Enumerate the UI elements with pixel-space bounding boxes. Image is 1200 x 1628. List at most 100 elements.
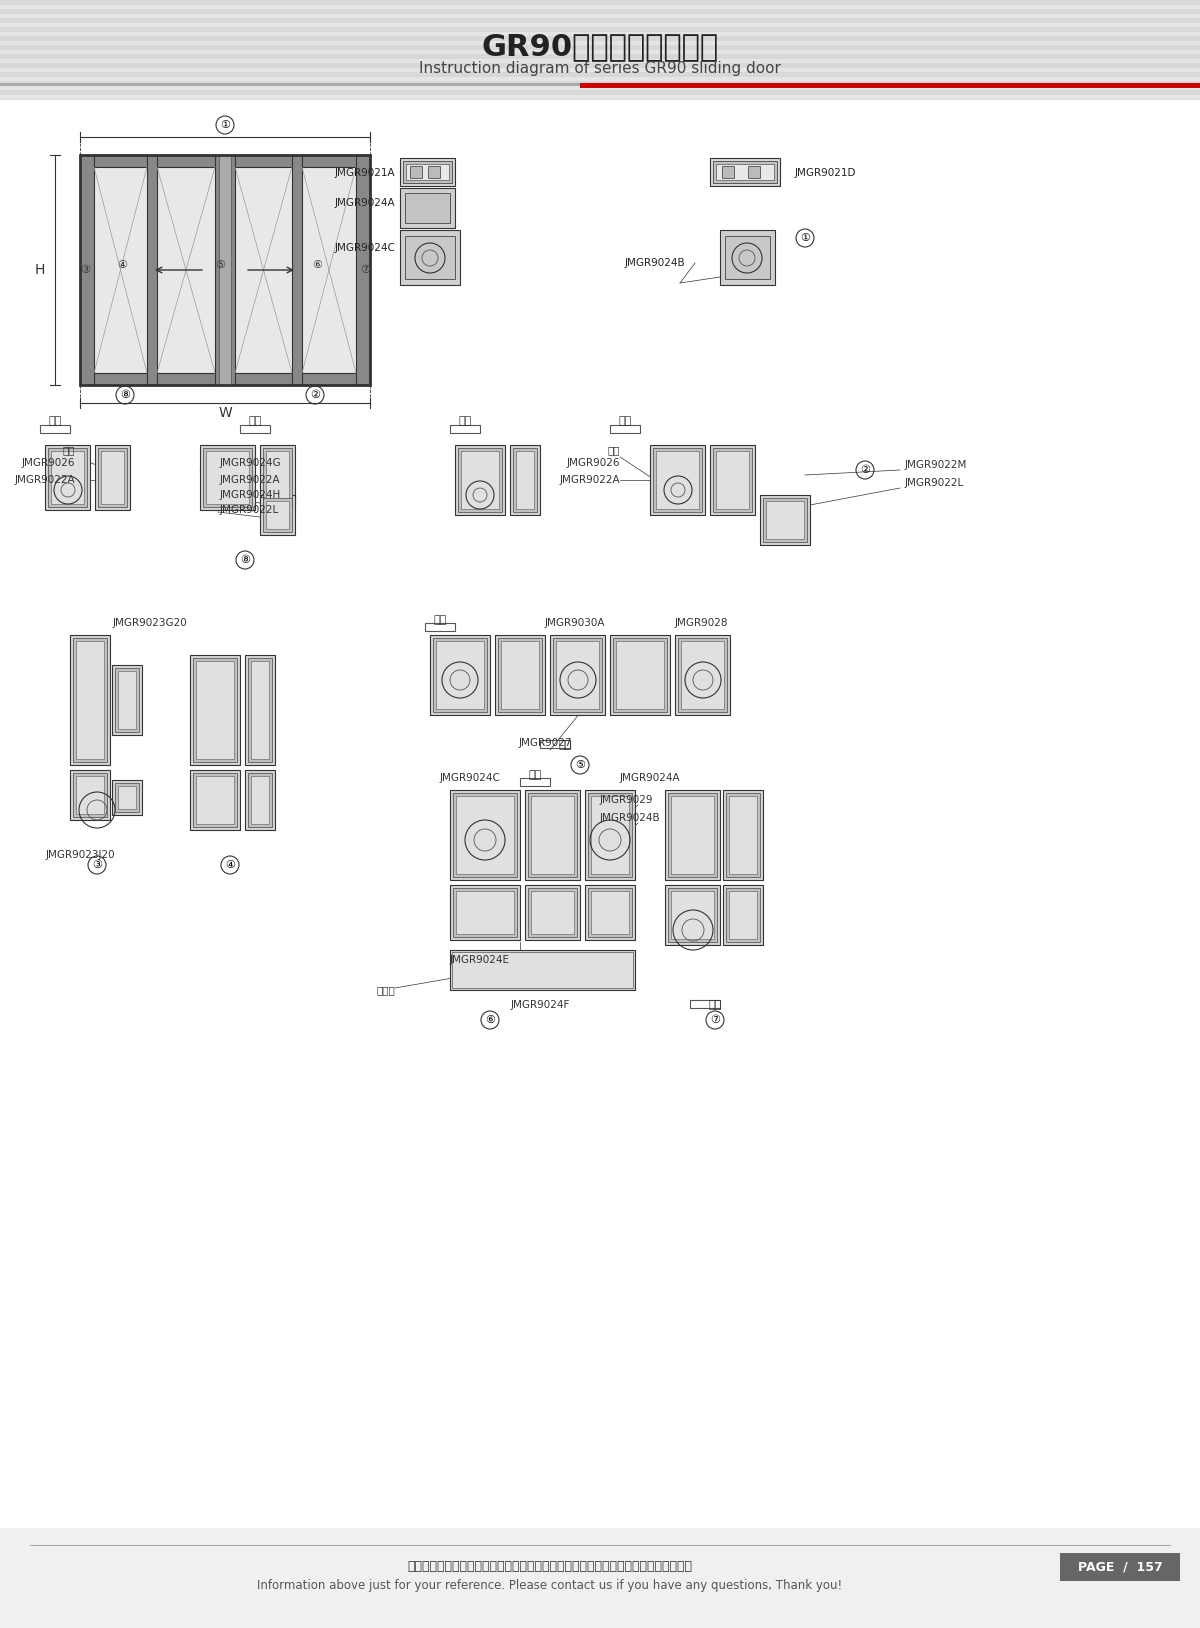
Text: JMGR9028: JMGR9028: [674, 619, 728, 628]
Bar: [406, 164, 449, 181]
Text: JMGR9024C: JMGR9024C: [439, 773, 500, 783]
Bar: [80, 155, 370, 384]
Bar: [0, 72, 1200, 77]
Bar: [245, 770, 275, 830]
Bar: [516, 451, 534, 510]
Bar: [722, 790, 763, 881]
Bar: [292, 155, 302, 384]
Bar: [586, 790, 635, 881]
Bar: [520, 778, 550, 786]
Bar: [0, 130, 1200, 135]
Bar: [763, 498, 808, 542]
Bar: [450, 790, 520, 881]
Bar: [665, 790, 720, 881]
Bar: [682, 641, 724, 710]
Text: 室内: 室内: [528, 770, 541, 780]
Bar: [530, 891, 574, 934]
Bar: [400, 230, 460, 285]
Bar: [196, 661, 234, 759]
Text: JMGR9024F: JMGR9024F: [510, 1000, 570, 1009]
Bar: [653, 448, 702, 511]
Bar: [0, 10, 1200, 13]
Bar: [496, 635, 545, 715]
Bar: [656, 451, 698, 510]
Bar: [112, 780, 142, 816]
Text: GR90系列推拉门结构图: GR90系列推拉门结构图: [481, 33, 719, 62]
Text: JMGR9024A: JMGR9024A: [620, 773, 680, 783]
Bar: [0, 81, 1200, 86]
Bar: [220, 155, 230, 384]
Bar: [0, 46, 1200, 49]
Bar: [0, 49, 1200, 54]
Bar: [80, 155, 94, 384]
Bar: [0, 83, 580, 86]
Text: H: H: [35, 264, 46, 277]
Bar: [730, 891, 757, 939]
Bar: [206, 451, 250, 505]
Bar: [678, 638, 727, 711]
Bar: [454, 793, 517, 877]
Text: JMGR9022A: JMGR9022A: [559, 475, 620, 485]
Text: JMGR9022L: JMGR9022L: [220, 505, 280, 514]
Bar: [588, 887, 632, 938]
Bar: [0, 54, 1200, 59]
Bar: [0, 28, 1200, 31]
Bar: [0, 31, 1200, 36]
Bar: [526, 886, 580, 939]
Bar: [406, 194, 450, 223]
Bar: [0, 36, 1200, 41]
Bar: [0, 59, 1200, 63]
Text: JMGR9026: JMGR9026: [566, 457, 620, 467]
Text: JMGR9022A: JMGR9022A: [14, 475, 74, 485]
Bar: [0, 107, 1200, 112]
Bar: [0, 122, 1200, 125]
Bar: [0, 41, 1200, 46]
Text: ⑤: ⑤: [575, 760, 586, 770]
Bar: [251, 661, 269, 759]
Bar: [76, 641, 104, 759]
Bar: [616, 641, 664, 710]
Text: JMGR9029: JMGR9029: [600, 794, 654, 804]
Bar: [0, 90, 1200, 94]
Bar: [671, 796, 714, 874]
Text: JMGR9024A: JMGR9024A: [335, 199, 395, 208]
Text: ③: ③: [80, 265, 90, 275]
Text: JMGR9023G20: JMGR9023G20: [113, 619, 187, 628]
Text: ②: ②: [860, 466, 870, 475]
Bar: [80, 155, 370, 168]
Bar: [0, 99, 1200, 104]
Bar: [196, 777, 234, 824]
Bar: [251, 777, 269, 824]
Bar: [70, 770, 110, 821]
Bar: [716, 164, 774, 181]
Bar: [406, 236, 455, 278]
Bar: [450, 951, 635, 990]
Bar: [157, 168, 215, 373]
Text: ③: ③: [92, 860, 102, 869]
Text: ⑦: ⑦: [360, 265, 370, 275]
Bar: [0, 31, 1200, 36]
Bar: [461, 451, 499, 510]
Bar: [266, 501, 289, 529]
Bar: [0, 112, 1200, 117]
Bar: [454, 887, 517, 938]
Text: ①: ①: [220, 120, 230, 130]
Bar: [0, 36, 1200, 41]
Bar: [722, 166, 734, 177]
Bar: [0, 54, 1200, 59]
Bar: [458, 448, 502, 511]
Bar: [0, 90, 1200, 94]
Bar: [528, 887, 577, 938]
Bar: [550, 635, 605, 715]
Bar: [48, 448, 88, 506]
Bar: [514, 448, 538, 511]
Bar: [0, 46, 1200, 49]
Bar: [115, 667, 139, 733]
Bar: [540, 741, 570, 747]
Bar: [260, 444, 295, 510]
Text: ⑥: ⑥: [312, 260, 322, 270]
Text: JMGR9022L: JMGR9022L: [905, 479, 965, 488]
Bar: [452, 952, 634, 988]
Bar: [190, 770, 240, 830]
Text: JMGR9024G: JMGR9024G: [220, 457, 282, 467]
